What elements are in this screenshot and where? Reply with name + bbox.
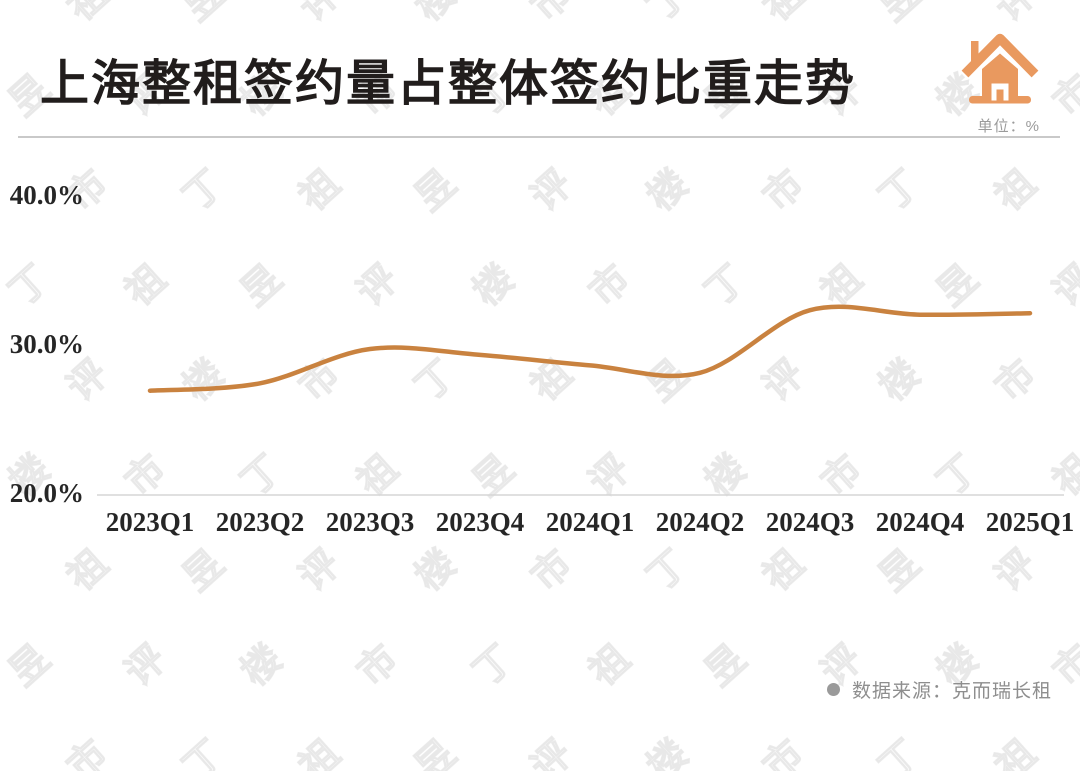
x-axis-label: 2024Q2	[655, 507, 745, 537]
x-axis-label: 2025Q1	[985, 507, 1075, 537]
data-source: 数据来源：克而瑞长租	[826, 676, 1052, 703]
house-roof	[961, 33, 1039, 78]
house-chimney	[971, 41, 979, 67]
y-axis-label: 30.0%	[9, 329, 84, 359]
y-axis-label: 40.0%	[9, 180, 84, 210]
x-axis-label: 2023Q2	[215, 507, 305, 537]
x-axis-label: 2024Q4	[875, 507, 965, 537]
x-axis-label: 2024Q1	[545, 507, 635, 537]
series-line	[147, 304, 1033, 393]
house-door-panel	[996, 89, 1004, 101]
x-axis-label: 2024Q3	[765, 507, 855, 537]
x-axis-label: 2023Q4	[435, 507, 525, 537]
source-bullet-icon	[826, 683, 840, 696]
x-axis-label: 2023Q3	[325, 507, 415, 537]
header-divider	[18, 136, 1060, 138]
y-axis-label: 20.0%	[9, 478, 84, 508]
unit-label: 单位：%	[977, 118, 1040, 135]
x-axis-label: 2023Q1	[105, 507, 195, 537]
house-body	[982, 53, 1018, 100]
house-icon	[961, 33, 1039, 104]
page-title: 上海整租签约量占整体签约比重走势	[40, 57, 857, 111]
source-label: 数据来源：克而瑞长租	[851, 681, 1052, 702]
